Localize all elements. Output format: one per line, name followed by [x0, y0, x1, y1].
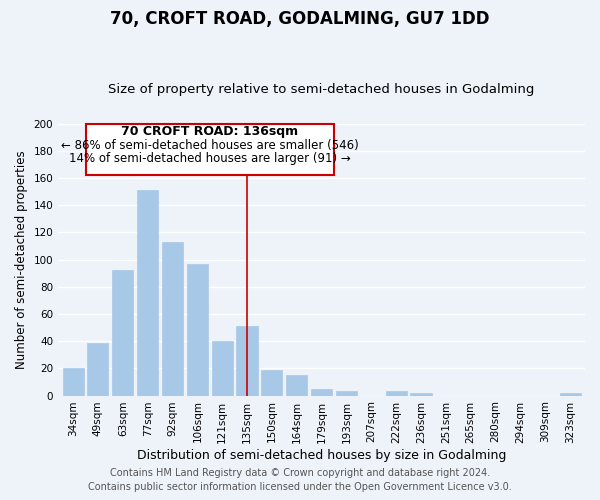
Bar — [112, 270, 133, 396]
Bar — [286, 375, 307, 396]
Bar — [137, 190, 158, 396]
Bar — [386, 392, 407, 396]
Bar — [162, 242, 183, 396]
Title: Size of property relative to semi-detached houses in Godalming: Size of property relative to semi-detach… — [109, 83, 535, 96]
Bar — [262, 370, 283, 396]
Bar — [88, 342, 109, 396]
Bar — [212, 341, 233, 396]
Bar — [560, 393, 581, 396]
Bar — [311, 389, 332, 396]
Bar — [410, 393, 431, 396]
Text: ← 86% of semi-detached houses are smaller (546): ← 86% of semi-detached houses are smalle… — [61, 139, 359, 152]
Bar — [187, 264, 208, 396]
Bar — [236, 326, 257, 396]
Y-axis label: Number of semi-detached properties: Number of semi-detached properties — [15, 150, 28, 369]
Text: 70 CROFT ROAD: 136sqm: 70 CROFT ROAD: 136sqm — [121, 125, 298, 138]
Bar — [336, 392, 357, 396]
Text: 70, CROFT ROAD, GODALMING, GU7 1DD: 70, CROFT ROAD, GODALMING, GU7 1DD — [110, 10, 490, 28]
Bar — [62, 368, 83, 396]
Text: Contains HM Land Registry data © Crown copyright and database right 2024.
Contai: Contains HM Land Registry data © Crown c… — [88, 468, 512, 492]
Text: 14% of semi-detached houses are larger (91) →: 14% of semi-detached houses are larger (… — [69, 152, 350, 166]
FancyBboxPatch shape — [86, 124, 334, 175]
X-axis label: Distribution of semi-detached houses by size in Godalming: Distribution of semi-detached houses by … — [137, 450, 506, 462]
